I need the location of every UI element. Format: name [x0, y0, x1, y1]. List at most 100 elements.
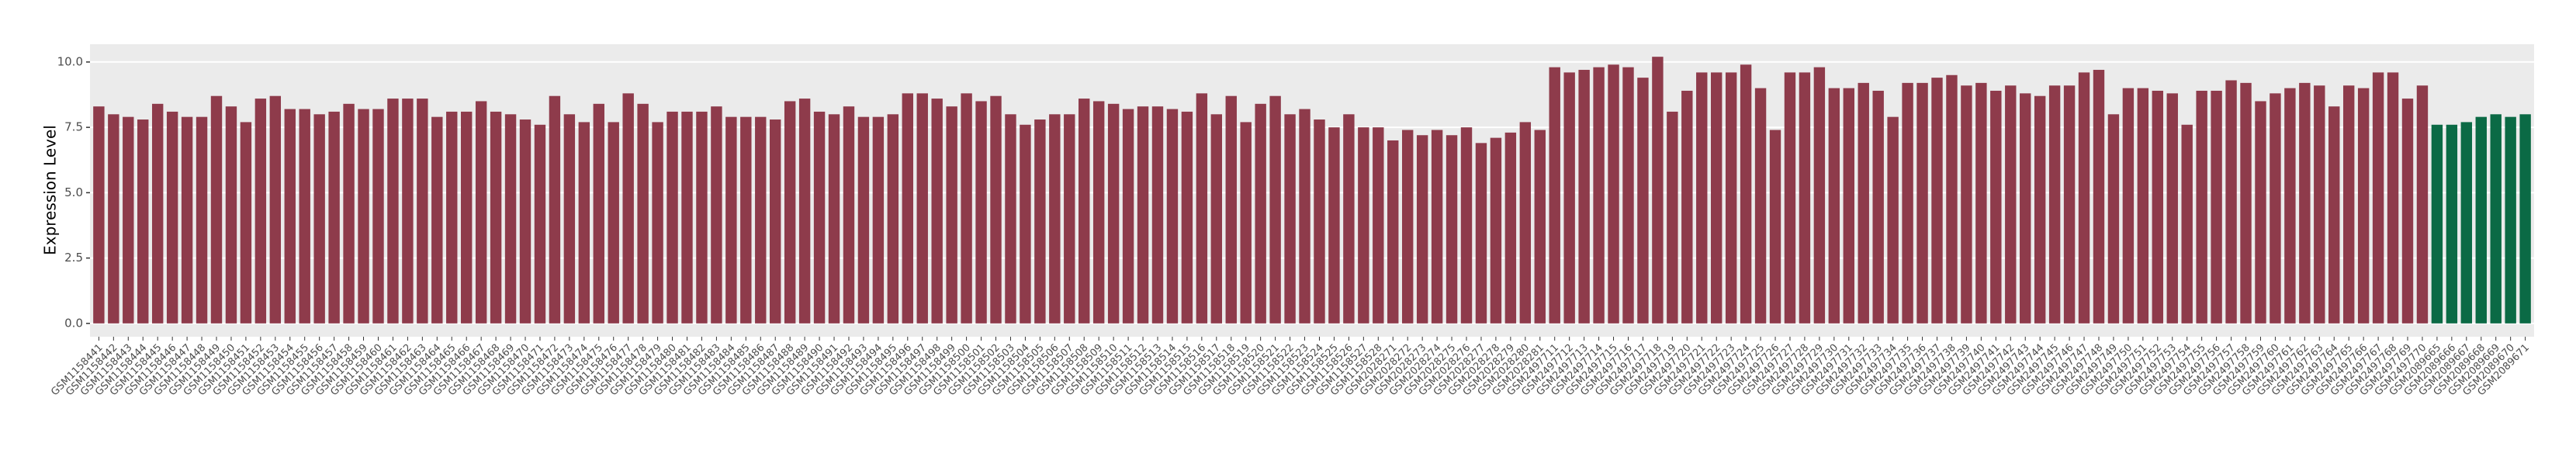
bar	[475, 101, 487, 324]
bar	[446, 111, 458, 324]
bar	[1828, 88, 1840, 324]
bar	[1504, 132, 1517, 324]
bar	[1578, 70, 1590, 324]
bar	[1343, 114, 1355, 324]
bar	[240, 122, 252, 324]
bar	[519, 119, 531, 324]
bar	[1255, 103, 1266, 324]
bar	[652, 122, 663, 324]
bar	[1534, 130, 1546, 324]
y-tick-label: 7.5	[64, 120, 83, 134]
bar	[2005, 85, 2017, 324]
bar	[166, 111, 178, 324]
bar	[2431, 124, 2443, 324]
bar	[93, 106, 105, 324]
bar	[1902, 82, 1913, 324]
bar	[1092, 101, 1105, 324]
bar	[387, 99, 399, 324]
bar	[2225, 80, 2237, 324]
bar	[1151, 106, 1164, 324]
bar	[1210, 114, 1223, 324]
bar	[1769, 130, 1781, 324]
bar	[1416, 135, 1428, 324]
bar	[1725, 72, 1737, 324]
bar	[857, 116, 870, 324]
bar	[990, 95, 1002, 324]
bar	[2196, 90, 2207, 324]
bar	[1314, 119, 1325, 324]
bar	[2166, 93, 2178, 324]
bar	[284, 109, 296, 324]
bar	[608, 122, 619, 324]
bar	[725, 116, 737, 324]
bar	[1431, 130, 1443, 324]
bar	[2328, 106, 2340, 324]
bar	[1975, 82, 1987, 324]
bar	[328, 111, 340, 324]
bar	[1446, 135, 1458, 324]
bar	[622, 93, 634, 324]
bar	[1049, 114, 1061, 324]
bar	[534, 124, 546, 324]
bar	[1225, 95, 1237, 324]
bar	[1740, 64, 1752, 324]
bar	[402, 99, 414, 324]
bar	[1373, 127, 1384, 324]
bar	[902, 93, 913, 324]
bar	[1490, 137, 1502, 324]
bar	[1549, 67, 1560, 324]
bar	[1961, 85, 1972, 324]
bar	[2107, 114, 2120, 324]
bar	[1858, 82, 1869, 324]
bar	[681, 111, 693, 324]
bar	[2152, 90, 2164, 324]
bar	[1137, 106, 1149, 324]
bar	[2284, 88, 2296, 324]
bar	[254, 99, 267, 324]
bar	[1711, 72, 1723, 324]
bar	[2460, 122, 2473, 324]
bar	[798, 99, 811, 324]
bar	[2401, 99, 2414, 324]
bar	[1107, 103, 1120, 324]
bar	[1079, 99, 1090, 324]
bar	[108, 114, 119, 324]
bar	[1460, 127, 1473, 324]
bar	[2034, 95, 2046, 324]
bar	[2122, 88, 2135, 324]
bar	[1181, 111, 1193, 324]
bar	[1637, 78, 1649, 324]
bar	[1519, 122, 1532, 324]
bar	[1196, 93, 1208, 324]
bar	[1652, 57, 1664, 324]
bar	[1622, 67, 1634, 324]
bar	[1608, 64, 1619, 324]
bar	[196, 116, 208, 324]
bar	[2416, 85, 2429, 324]
bar	[137, 119, 149, 324]
y-tick-label: 0.0	[64, 316, 83, 330]
bar	[872, 116, 885, 324]
bar	[1020, 124, 1031, 324]
bar	[975, 101, 987, 324]
bar	[1843, 88, 1854, 324]
bar	[2490, 114, 2502, 324]
bar	[563, 114, 576, 324]
bar	[2357, 88, 2370, 324]
bar	[578, 122, 590, 324]
bar	[151, 103, 164, 324]
bar	[2314, 85, 2325, 324]
bar	[931, 99, 943, 324]
bar	[711, 106, 722, 324]
bar	[1872, 90, 1884, 324]
bar	[1240, 122, 1252, 324]
bar	[417, 99, 428, 324]
bar	[784, 101, 796, 324]
y-tick-label: 10.0	[57, 54, 83, 68]
bar	[2255, 101, 2266, 324]
bar	[225, 106, 237, 324]
bar	[1122, 109, 1134, 324]
bar	[696, 111, 708, 324]
bar	[2387, 72, 2399, 324]
